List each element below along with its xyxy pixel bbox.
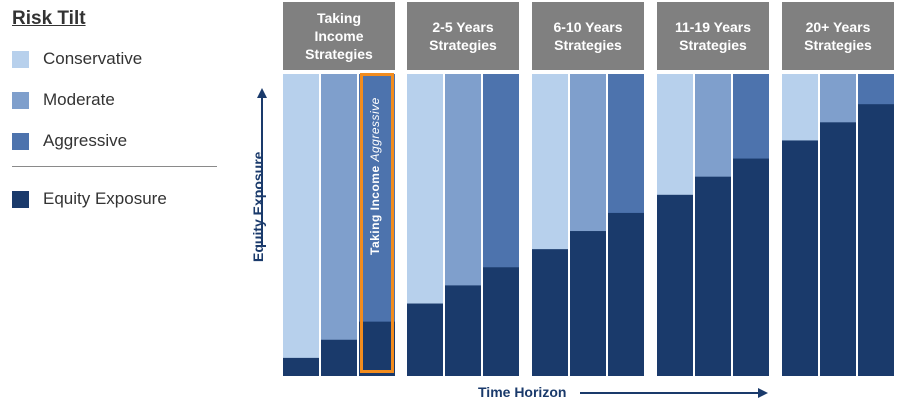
equity-exposure-bar — [657, 194, 693, 376]
equity-exposure-bar — [695, 176, 731, 376]
legend-divider — [12, 166, 217, 167]
legend-swatch-aggressive — [12, 132, 29, 150]
group-header-line: Strategies — [305, 46, 373, 62]
group-header-line: Taking — [316, 10, 362, 26]
callout-text-emphasis: Aggressive — [368, 97, 382, 162]
group-header-1: Taking Income Strategies — [283, 2, 395, 70]
legend-item-moderate: Moderate — [12, 87, 222, 113]
legend-label-equity-exposure: Equity Exposure — [43, 189, 167, 208]
group-header-line: 2-5 Years — [432, 19, 494, 35]
equity-exposure-bar — [820, 122, 856, 376]
legend-label-moderate: Moderate — [43, 90, 115, 109]
callout-text-prefix: Taking Income — [368, 165, 382, 255]
legend-item-equity-exposure: Equity Exposure — [12, 186, 222, 212]
equity-exposure-bar — [733, 158, 769, 376]
legend-swatch-moderate — [12, 91, 29, 109]
x-axis-label: Time Horizon — [478, 384, 567, 400]
legend-swatch-equity-exposure — [12, 190, 29, 208]
y-axis-label: Equity Exposure — [250, 151, 266, 262]
legend-item-conservative: Conservative — [12, 46, 222, 72]
callout-box — [360, 73, 394, 373]
group-header-5: 20+ Years Strategies — [782, 2, 894, 70]
callout-text: Taking Income Aggressive — [368, 97, 382, 255]
risk-tilt-bar-conservative — [283, 74, 319, 376]
equity-exposure-bar — [321, 339, 357, 376]
legend-label-conservative: Conservative — [43, 49, 143, 68]
x-axis-arrowhead — [758, 388, 768, 398]
risk-tilt-bar-moderate — [321, 74, 357, 376]
group-header-3: 6-10 Years Strategies — [532, 2, 644, 70]
equity-exposure-bar — [782, 140, 818, 376]
group-header-4: 11-19 Years Strategies — [657, 2, 769, 70]
group-header-2: 2-5 Years Strategies — [407, 2, 519, 70]
group-header-line: 6-10 Years — [553, 19, 623, 35]
equity-exposure-bar — [283, 357, 319, 376]
group-header-line: Strategies — [679, 37, 747, 53]
group-header-line: Strategies — [554, 37, 622, 53]
legend-label-aggressive: Aggressive — [43, 131, 128, 150]
y-axis-arrowhead — [257, 88, 267, 98]
equity-exposure-bar — [858, 104, 894, 376]
equity-exposure-bar — [407, 303, 443, 376]
legend-item-aggressive: Aggressive — [12, 128, 222, 154]
legend-title: Risk Tilt — [12, 8, 86, 29]
group-header-line: 11-19 Years — [674, 19, 752, 35]
equity-exposure-bar — [608, 212, 644, 376]
equity-exposure-bar — [445, 285, 481, 376]
group-header-line: 20+ Years — [805, 19, 871, 35]
group-header-line: Strategies — [804, 37, 872, 53]
equity-exposure-bar — [532, 249, 568, 376]
equity-exposure-bar — [570, 231, 606, 376]
legend: Risk Tilt Conservative Moderate Aggressi… — [12, 8, 222, 227]
group-header-line: Strategies — [429, 37, 497, 53]
group-header-line: Income — [314, 28, 364, 44]
equity-exposure-bar — [359, 321, 395, 376]
equity-exposure-bar — [483, 267, 519, 376]
legend-swatch-conservative — [12, 50, 29, 68]
